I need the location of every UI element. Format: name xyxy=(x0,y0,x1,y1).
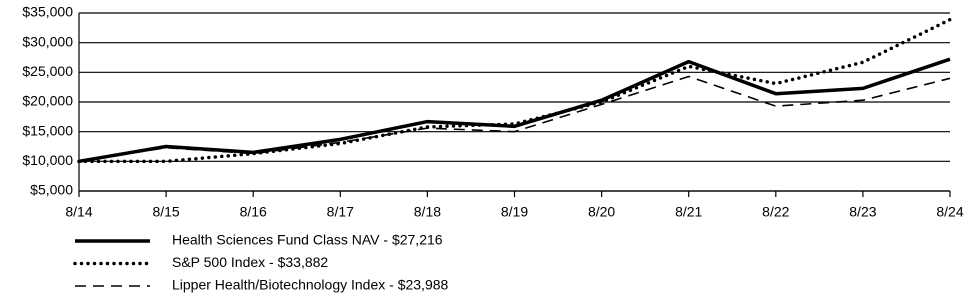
y-tick-label: $35,000 xyxy=(22,4,73,20)
y-tick-label: $15,000 xyxy=(22,122,73,138)
x-tick-label: 8/21 xyxy=(675,204,702,220)
series-line xyxy=(77,17,952,164)
x-tick-label: 8/19 xyxy=(501,204,528,220)
x-tick-label: 8/17 xyxy=(327,204,354,220)
y-tick-label: $25,000 xyxy=(22,63,73,79)
x-tick-label: 8/23 xyxy=(849,204,876,220)
x-tick-label: 8/18 xyxy=(414,204,441,220)
legend-label: Health Sciences Fund Class NAV - $27,216 xyxy=(172,232,443,248)
y-tick-label: $20,000 xyxy=(22,93,73,109)
x-tick-label: 8/24 xyxy=(936,204,963,220)
x-tick-label: 8/16 xyxy=(240,204,267,220)
x-tick-label: 8/15 xyxy=(152,204,179,220)
x-tick-label: 8/22 xyxy=(762,204,789,220)
series-line xyxy=(78,75,951,163)
y-tick-label: $5,000 xyxy=(30,182,73,198)
legend-label: Lipper Health/Biotechnology Index - $23,… xyxy=(172,277,449,293)
y-tick-label: $30,000 xyxy=(22,33,73,49)
y-tick-label: $10,000 xyxy=(22,152,73,168)
series-line xyxy=(78,57,951,164)
x-tick-label: 8/14 xyxy=(65,204,92,220)
legend-label: S&P 500 Index - $33,882 xyxy=(172,254,328,270)
x-tick-label: 8/20 xyxy=(588,204,615,220)
